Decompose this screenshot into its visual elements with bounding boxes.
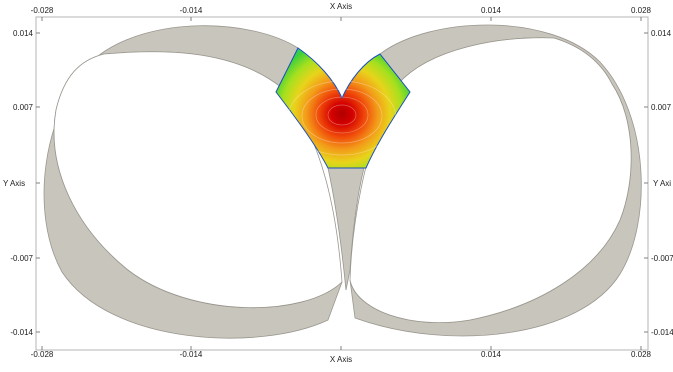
left-y-axis-title: Y Axis [3,179,25,188]
bottom-x-axis-title: X Axis [330,355,352,364]
top-x-tick-label: -0.028 [31,6,54,15]
top-x-tick-label: 0.028 [631,6,652,15]
right-y-tick-label: -0.014 [651,328,673,337]
center-web-solid [327,167,365,291]
left-y-tick-label: -0.007 [10,254,33,263]
temperature-contour-region[interactable] [275,47,411,169]
bottom-x-tick-label: 0.014 [481,350,502,359]
left-y-tick-label: 0.014 [13,29,34,38]
contour-isolines [287,80,397,156]
left-y-axis: 0.014 0.007 -0.007 -0.014 Y Axis [3,29,40,337]
top-x-axis: -0.028 -0.014 0.014 0.028 X Axis [31,2,652,21]
top-x-tick-label: -0.014 [180,6,203,15]
right-y-tick-label: 0.007 [651,103,672,112]
left-bore-void [53,51,343,308]
right-y-tick-label: 0.014 [651,29,672,38]
right-y-tick-label: -0.007 [651,254,673,263]
bottom-x-tick-label: -0.028 [31,350,54,359]
left-y-tick-label: 0.007 [13,103,34,112]
top-x-axis-title: X Axis [330,2,352,11]
bottom-x-tick-label: -0.014 [180,350,203,359]
top-x-tick-label: 0.014 [481,6,502,15]
bottom-x-tick-label: 0.028 [631,350,652,359]
bottom-x-axis: -0.028 -0.014 0.014 0.028 X Axis [31,346,652,364]
right-y-axis: 0.014 0.007 -0.007 -0.014 Y Axi [644,29,673,337]
right-y-axis-title: Y Axi [653,179,671,188]
left-y-tick-label: -0.014 [10,328,33,337]
